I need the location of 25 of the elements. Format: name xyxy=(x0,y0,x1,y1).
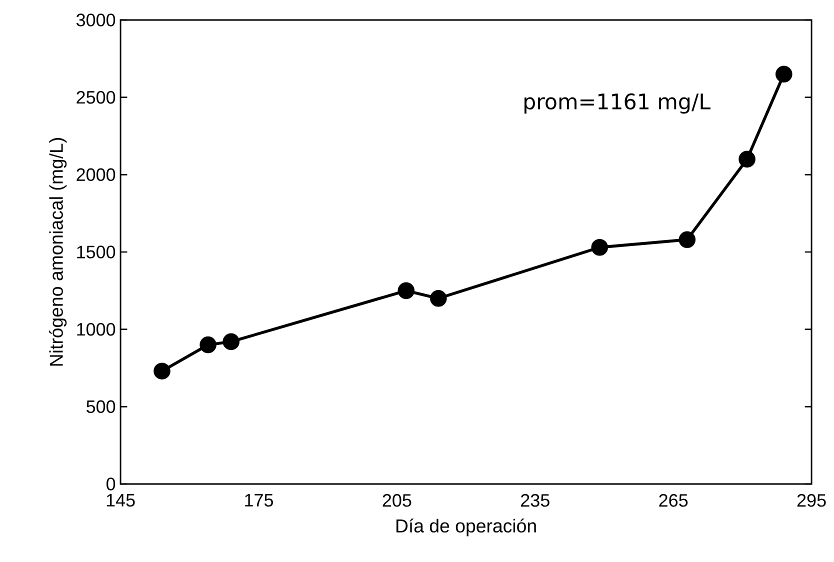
x-tick-label: 235 xyxy=(521,494,550,507)
point xyxy=(222,333,240,350)
point xyxy=(200,336,216,354)
y-tick-label: 1000 xyxy=(77,322,116,336)
x-tick-label: 205 xyxy=(382,494,412,507)
y-tick-label: 0 xyxy=(106,478,116,490)
y-tick-label: 2000 xyxy=(76,168,116,182)
point xyxy=(678,231,696,248)
x-axis-title: Día de operación xyxy=(396,518,536,536)
y-tick-label: 500 xyxy=(86,400,116,414)
y-tick-label: 2500 xyxy=(76,90,116,104)
y-axis-title: Nitrógeno amoniacal (mg/L) xyxy=(49,138,67,366)
point xyxy=(398,282,415,300)
annotation: prom=1161 mg/L xyxy=(524,93,710,114)
point xyxy=(738,150,756,168)
y-tick-label: 3000 xyxy=(76,14,116,26)
x-tick-label: 265 xyxy=(659,494,688,507)
point xyxy=(775,66,792,83)
point xyxy=(591,238,608,256)
x-tick-label: 145 xyxy=(106,494,135,507)
point xyxy=(430,290,447,307)
y-tick-label: 1500 xyxy=(77,246,116,258)
x-tick-label: 295 xyxy=(797,494,826,507)
point xyxy=(154,362,170,380)
x-tick-label: 175 xyxy=(245,494,274,507)
